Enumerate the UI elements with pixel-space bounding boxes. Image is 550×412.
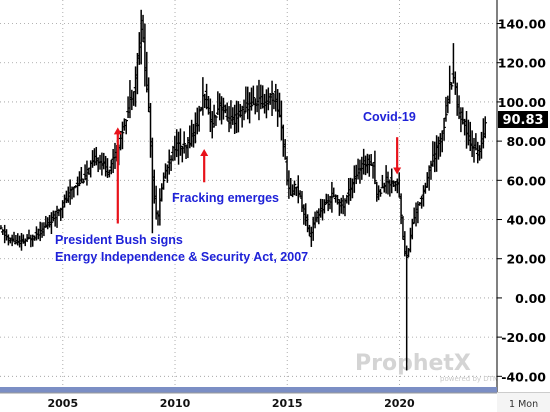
annotation-arrowhead [113, 127, 122, 135]
last-value-label: 90.83 [502, 113, 543, 128]
x-tick-label: 2015 [272, 397, 303, 410]
annotations: President Bush signs Energy Independence … [55, 110, 416, 264]
annotation-arrowhead [200, 148, 209, 156]
y-tick-label: 80.00 [506, 134, 546, 149]
annotation-label: Fracking emerges [172, 191, 279, 205]
y-tick-label: 100.00 [498, 95, 547, 110]
y-tick-label: 0.00 [515, 291, 546, 306]
y-axis: 140.00 120.00 100.00 80.00 60.00 40.00 20.00 0.… [496, 0, 547, 392]
y-tick-label: 20.00 [506, 252, 546, 267]
annotation-label: Energy Independence & Security Act, 2007 [55, 250, 308, 264]
annotation-label: President Bush signs [55, 233, 183, 247]
y-tick-label: 40.00 [506, 213, 546, 228]
x-axis-scrollbar [0, 387, 497, 393]
period-label: 1 Mon [509, 399, 538, 410]
y-tick-label: 120.00 [498, 56, 547, 71]
x-tick-label: 2010 [160, 397, 191, 410]
y-tick-label: 60.00 [506, 173, 546, 188]
x-axis: 1 Mon 2005 2010 2015 2020 [0, 387, 550, 412]
y-tick-label: 140.00 [498, 17, 547, 32]
last-value-marker: 90.83 [498, 111, 548, 128]
period-box [497, 393, 550, 412]
annotation-label: Covid-19 [363, 110, 416, 124]
x-tick-label: 2005 [48, 397, 79, 410]
prophetx-watermark: ProphetX powered by DTN [355, 351, 498, 383]
y-tick-label: -20.00 [501, 330, 546, 345]
price-bars [0, 9, 488, 371]
x-tick-label: 2020 [384, 397, 415, 410]
annotation-arrowhead [393, 167, 402, 175]
watermark-tagline: powered by DTN [440, 375, 498, 383]
watermark-name: ProphetX [355, 351, 471, 376]
last-value-box [498, 111, 548, 128]
y-tick-label: -40.00 [501, 369, 546, 384]
